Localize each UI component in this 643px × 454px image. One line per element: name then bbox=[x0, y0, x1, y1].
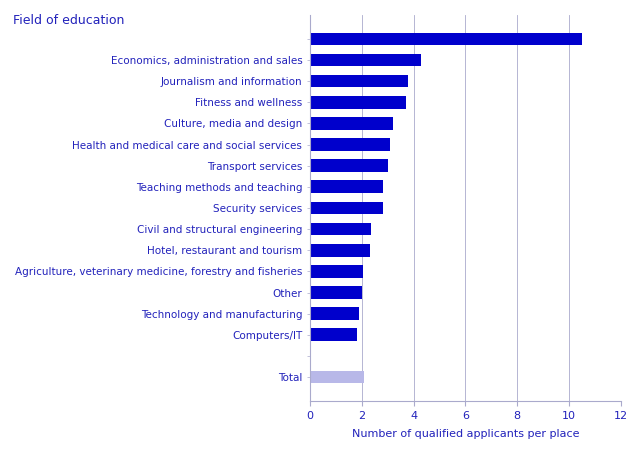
Bar bbox=[310, 265, 363, 278]
Bar bbox=[310, 371, 365, 383]
Bar bbox=[310, 286, 362, 299]
Bar bbox=[310, 202, 383, 214]
Bar bbox=[310, 75, 408, 88]
Bar bbox=[310, 159, 388, 172]
Bar bbox=[310, 328, 357, 341]
Bar bbox=[310, 244, 370, 257]
Bar bbox=[310, 181, 383, 193]
Text: Field of education: Field of education bbox=[13, 14, 124, 27]
Bar bbox=[310, 307, 359, 320]
Bar bbox=[310, 138, 390, 151]
Bar bbox=[310, 96, 406, 109]
Bar bbox=[310, 33, 582, 45]
Bar bbox=[310, 117, 393, 130]
Bar bbox=[310, 223, 371, 236]
Bar bbox=[310, 54, 421, 66]
X-axis label: Number of qualified applicants per place: Number of qualified applicants per place bbox=[352, 429, 579, 439]
